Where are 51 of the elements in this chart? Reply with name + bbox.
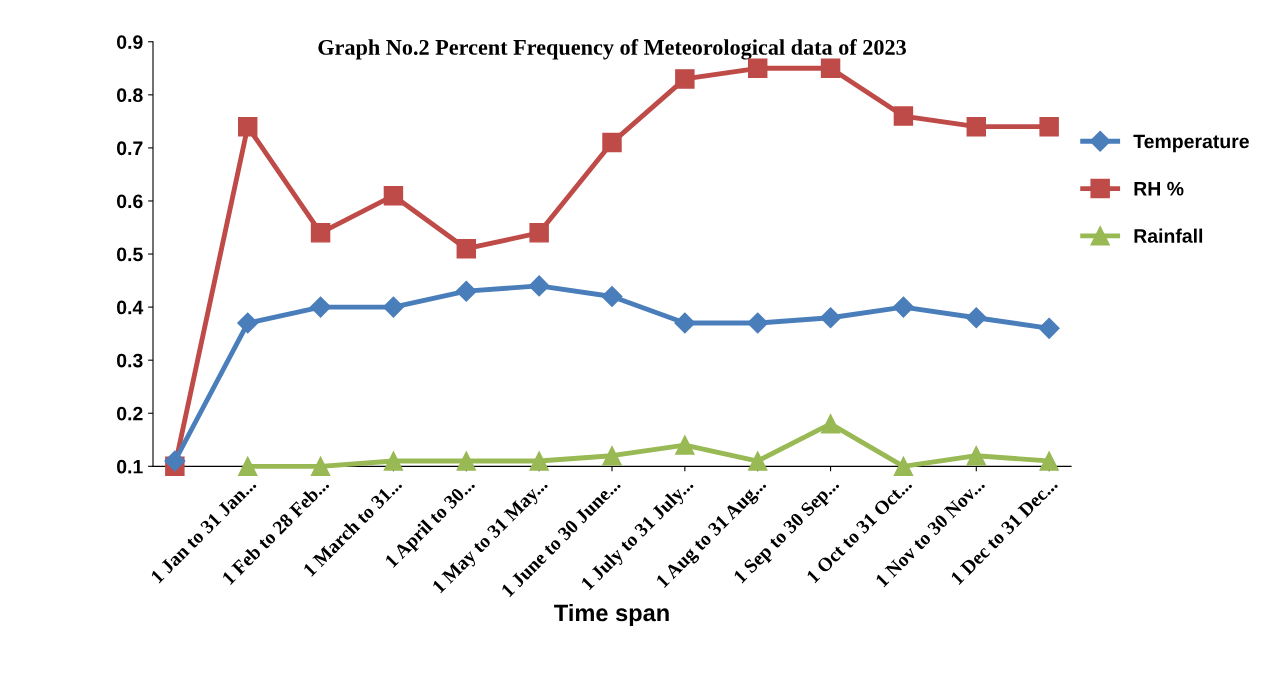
y-tick-label: 0.8 [117, 88, 143, 103]
point [455, 280, 477, 302]
point [528, 275, 550, 297]
point [601, 285, 623, 308]
y-tick-label: 0.7 [117, 141, 143, 156]
y-tick-label: 0.5 [117, 247, 143, 262]
point [965, 307, 987, 329]
point [237, 456, 258, 477]
point [747, 312, 769, 334]
y-tick-label: 0.4 [117, 300, 144, 315]
point [310, 456, 331, 477]
point [1039, 116, 1059, 137]
point [529, 223, 549, 243]
point [820, 307, 842, 329]
legend-label: Rainfall [1134, 228, 1203, 243]
point [675, 69, 695, 89]
point [747, 58, 768, 79]
point [892, 296, 914, 318]
point [820, 58, 841, 79]
point [674, 312, 696, 334]
point [382, 296, 404, 318]
point [456, 239, 477, 259]
point [820, 414, 841, 434]
point [1038, 317, 1060, 339]
legend-label: RH % [1134, 181, 1184, 196]
y-tick-label: 0.9 [117, 35, 143, 49]
point [1039, 451, 1059, 471]
point [310, 296, 332, 318]
point [310, 223, 331, 243]
y-tick-label: 0.1 [117, 459, 143, 474]
point [237, 116, 258, 137]
point [966, 445, 987, 466]
y-tick-label: 0.3 [117, 353, 143, 368]
point [966, 116, 987, 137]
point [383, 451, 404, 471]
point [237, 312, 259, 334]
point [675, 435, 695, 455]
point [383, 185, 404, 206]
legend-label: Temperature [1133, 134, 1249, 153]
y-tick-label: 0.6 [117, 194, 143, 209]
point [529, 451, 549, 471]
point [164, 450, 186, 472]
point [893, 456, 914, 477]
y-tick-label: 0.2 [117, 406, 143, 421]
chart-title: Graph No.2 Percent Frequency of Meteorological data of 2023 [318, 39, 906, 60]
x-axis-title: Time span [554, 603, 669, 626]
point [893, 106, 914, 126]
point [747, 451, 768, 471]
point [602, 445, 622, 466]
point [456, 451, 477, 471]
point [602, 132, 622, 153]
